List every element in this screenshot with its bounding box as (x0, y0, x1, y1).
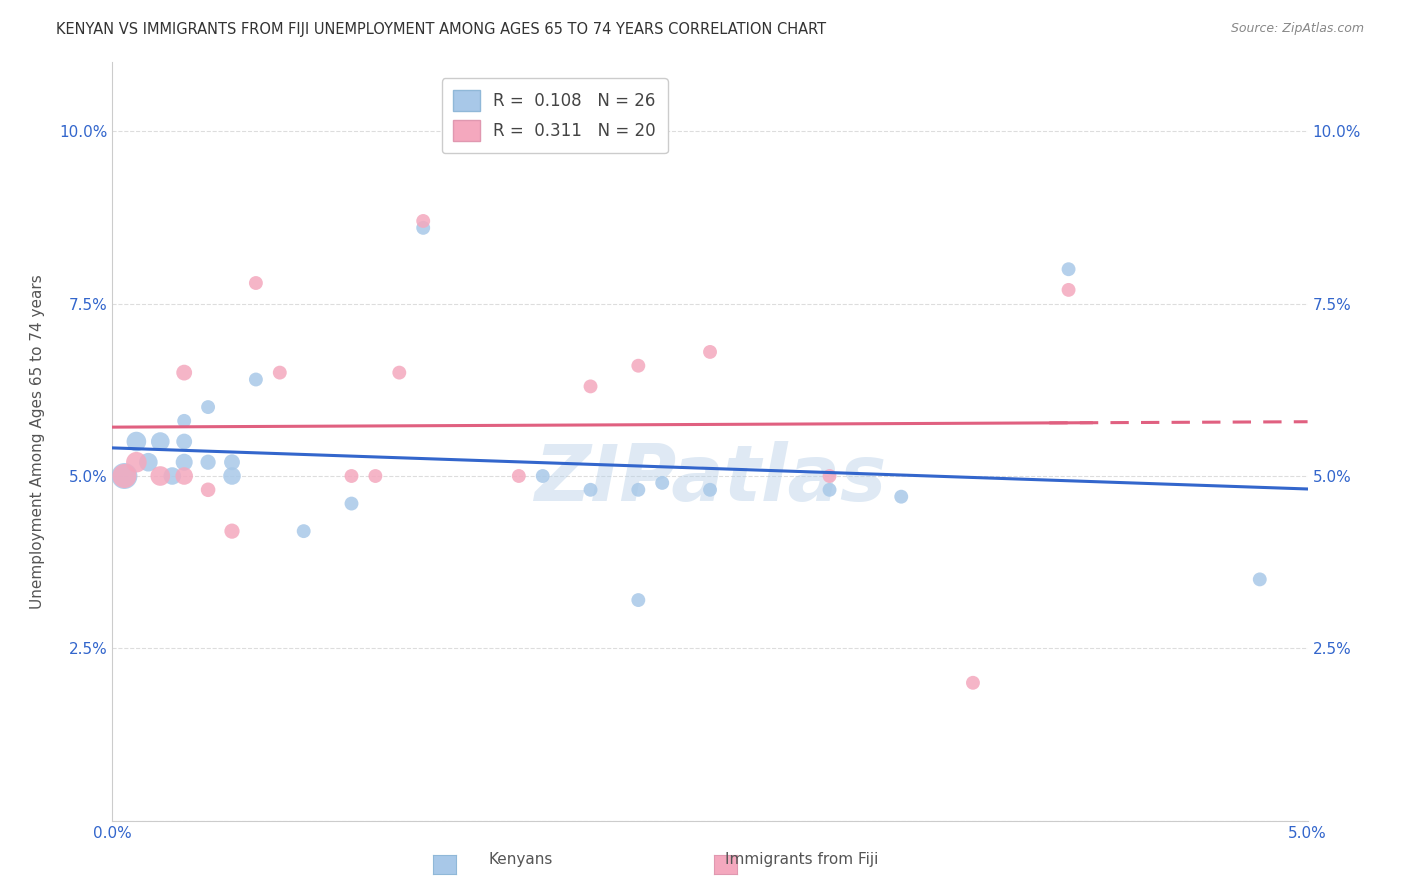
Point (1057, 283, 1080, 297)
Text: ZIPatlas: ZIPatlas (534, 442, 886, 517)
Point (818, 469, 841, 483)
Point (579, 379, 602, 393)
Point (412, 214, 434, 228)
Point (508, 469, 530, 483)
Point (197, 455, 219, 469)
Point (627, 593, 650, 607)
Point (651, 475, 673, 490)
Point (1249, 573, 1271, 587)
Point (173, 434, 195, 449)
Point (149, 434, 172, 449)
Point (388, 366, 411, 380)
Point (245, 372, 267, 386)
Point (818, 483, 841, 497)
Point (245, 276, 267, 290)
Point (269, 366, 291, 380)
Point (962, 675, 984, 690)
Point (114, 469, 135, 483)
Point (890, 490, 912, 504)
Point (1057, 262, 1080, 277)
Point (197, 400, 219, 414)
Point (125, 434, 148, 449)
Y-axis label: Unemployment Among Ages 65 to 74 years: Unemployment Among Ages 65 to 74 years (31, 274, 45, 609)
Point (162, 469, 183, 483)
Point (627, 359, 650, 373)
Point (412, 220, 434, 235)
Point (340, 497, 363, 511)
Text: Source: ZipAtlas.com: Source: ZipAtlas.com (1230, 22, 1364, 36)
Point (699, 345, 721, 359)
Point (173, 455, 195, 469)
Point (221, 524, 243, 538)
Point (364, 469, 387, 483)
Point (340, 469, 363, 483)
Point (699, 483, 721, 497)
Point (197, 483, 219, 497)
Point (579, 483, 602, 497)
Point (221, 469, 243, 483)
Point (531, 469, 554, 483)
Point (114, 469, 135, 483)
Point (138, 455, 160, 469)
Point (149, 469, 172, 483)
Text: Immigrants from Fiji: Immigrants from Fiji (724, 852, 879, 867)
Point (292, 524, 315, 538)
Point (125, 455, 148, 469)
Text: Kenyans: Kenyans (488, 852, 553, 867)
Text: KENYAN VS IMMIGRANTS FROM FIJI UNEMPLOYMENT AMONG AGES 65 TO 74 YEARS CORRELATIO: KENYAN VS IMMIGRANTS FROM FIJI UNEMPLOYM… (56, 22, 827, 37)
Point (173, 414, 195, 428)
Point (627, 483, 650, 497)
Point (173, 469, 195, 483)
Point (221, 455, 243, 469)
Legend: R =  0.108   N = 26, R =  0.311   N = 20: R = 0.108 N = 26, R = 0.311 N = 20 (441, 78, 668, 153)
Point (173, 366, 195, 380)
